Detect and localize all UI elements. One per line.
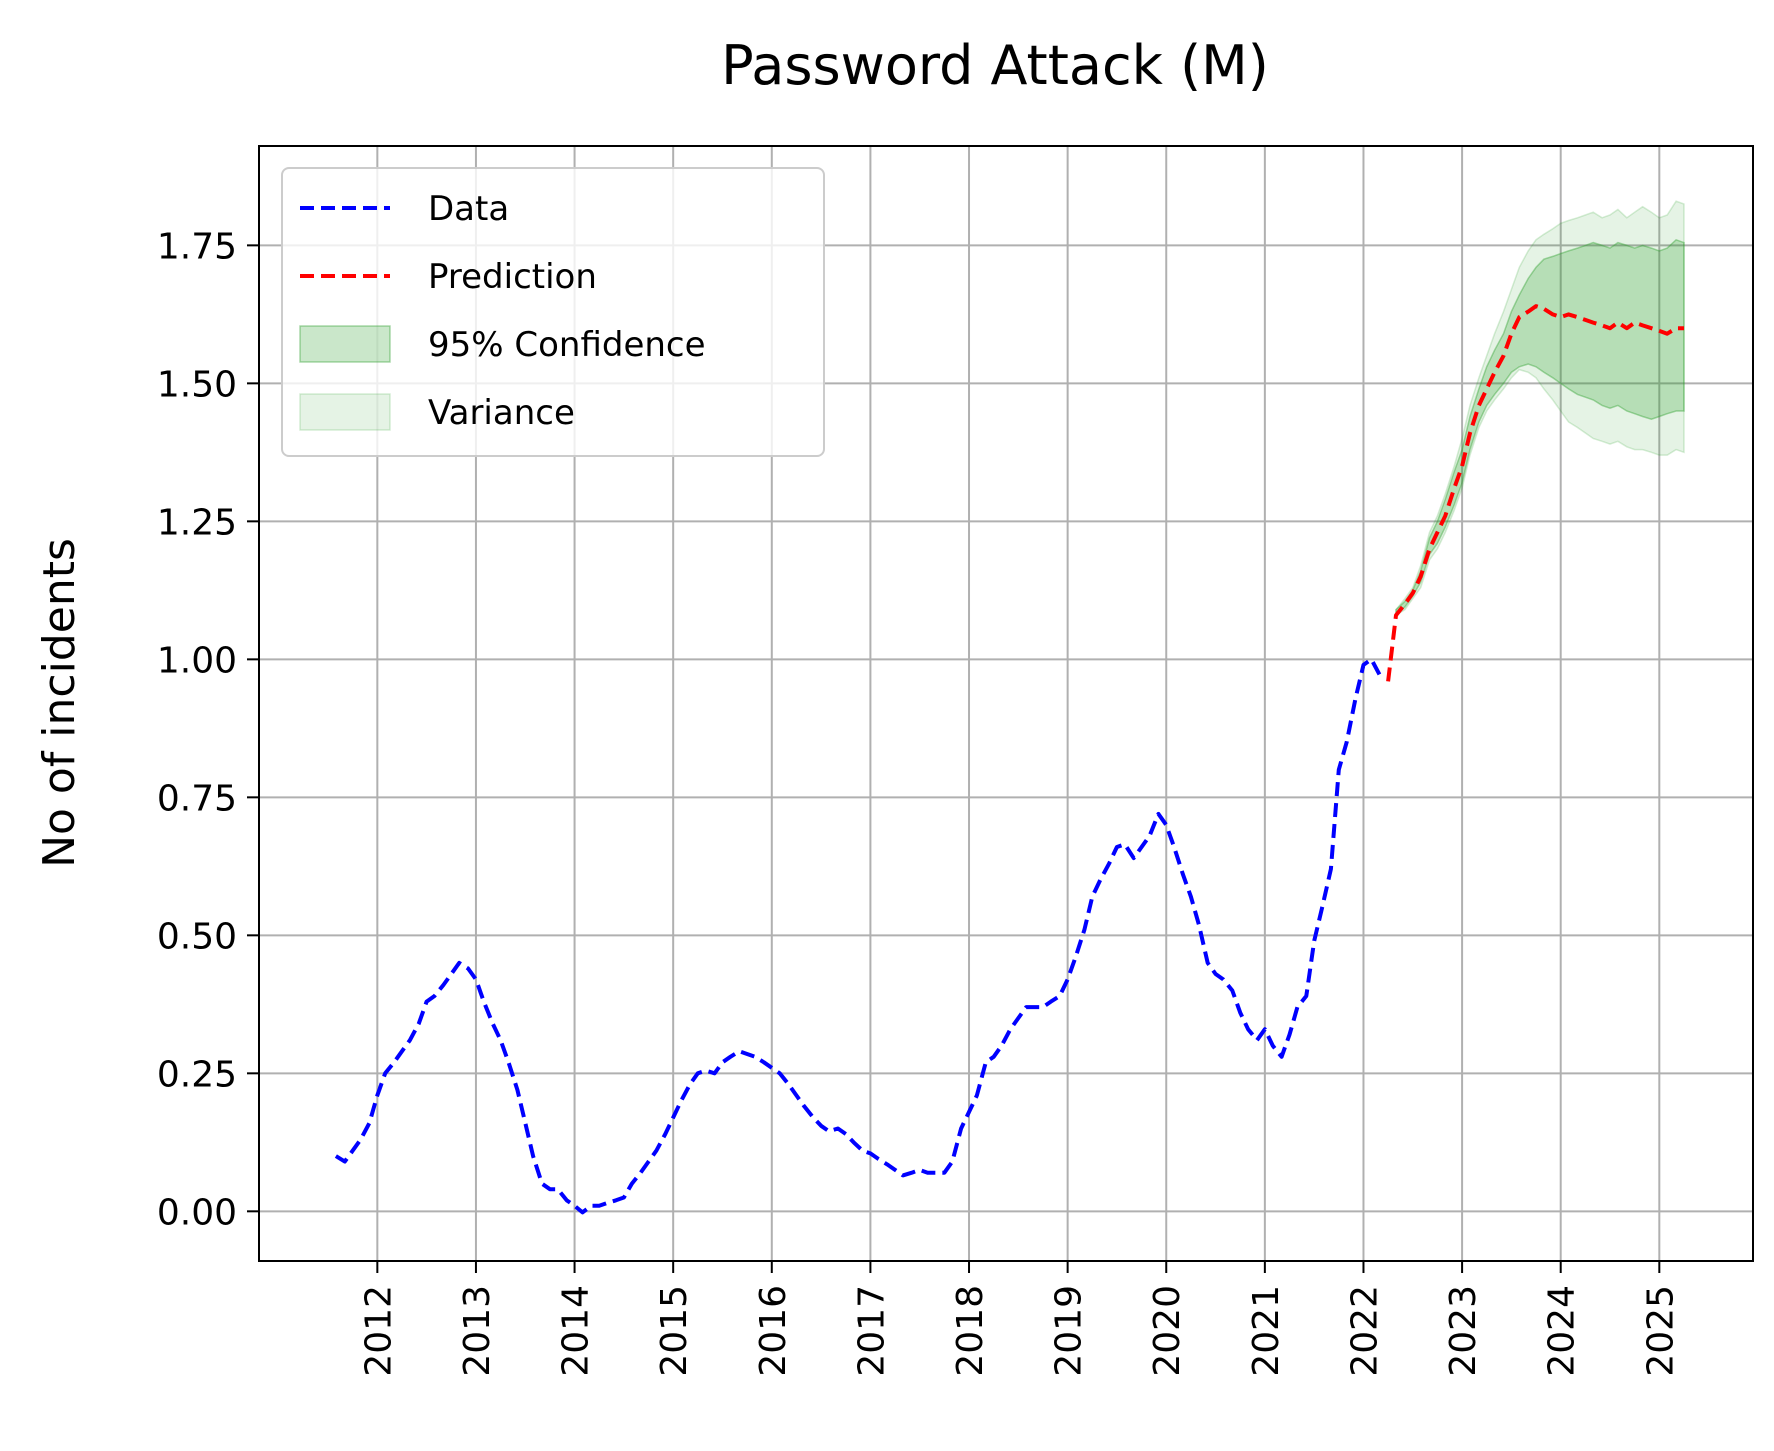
legend: Data Prediction 95% Confidence Variance [281, 167, 825, 457]
y-tick-label: 1.25 [157, 502, 237, 543]
x-tick-label: 2024 [1542, 1285, 1583, 1377]
x-tick-label: 2012 [358, 1285, 399, 1377]
y-tick-label: 0.25 [157, 1054, 237, 1095]
plot-frame [258, 145, 1754, 1262]
x-tick-label: 2016 [753, 1285, 794, 1377]
x-tick-label: 2015 [654, 1285, 695, 1377]
band-variance [1395, 200, 1685, 617]
x-tick-label: 2025 [1640, 1285, 1681, 1377]
legend-swatch [299, 325, 391, 363]
y-tick-label: 0.75 [157, 778, 237, 819]
grid [259, 146, 1753, 1261]
y-tick-label: 1.75 [157, 226, 237, 267]
x-axis: 2012 2013 2014 2015 2016 2017 2018 2019 2020 2021… [358, 1261, 1681, 1377]
series-line-data [334, 657, 1382, 1215]
series-lines [334, 304, 1684, 1215]
y-tick-label: 0.50 [157, 916, 237, 957]
x-tick-label: 2019 [1049, 1285, 1090, 1377]
chart-title: Password Attack (M) [721, 34, 1269, 97]
x-tick-label: 2021 [1246, 1285, 1287, 1377]
x-tick-label: 2020 [1147, 1285, 1188, 1377]
legend-box [281, 167, 825, 457]
x-tick-label: 2023 [1443, 1285, 1484, 1377]
confidence-bands [1395, 200, 1685, 617]
x-tick-label: 2014 [556, 1285, 597, 1377]
legend-label: Variance [428, 393, 575, 433]
y-tick-label: 1.50 [157, 364, 237, 405]
y-axis-label: No of incidents [34, 538, 85, 868]
series-line-prediction [1386, 304, 1684, 682]
x-tick-label: 2022 [1344, 1285, 1385, 1377]
y-tick-label: 0.00 [157, 1192, 237, 1233]
legend-swatch [299, 393, 391, 431]
x-tick-label: 2017 [851, 1285, 892, 1377]
y-axis: 0.00 0.25 0.50 0.75 1.00 1.25 1.50 1.75 [157, 226, 259, 1233]
x-tick-label: 2018 [950, 1285, 991, 1377]
y-tick-label: 1.00 [157, 640, 237, 681]
legend-label: 95% Confidence [428, 325, 706, 365]
legend-label: Data [428, 189, 509, 229]
legend-label: Prediction [428, 257, 597, 297]
band-95-confidence [1395, 238, 1685, 617]
x-tick-label: 2013 [457, 1285, 498, 1377]
